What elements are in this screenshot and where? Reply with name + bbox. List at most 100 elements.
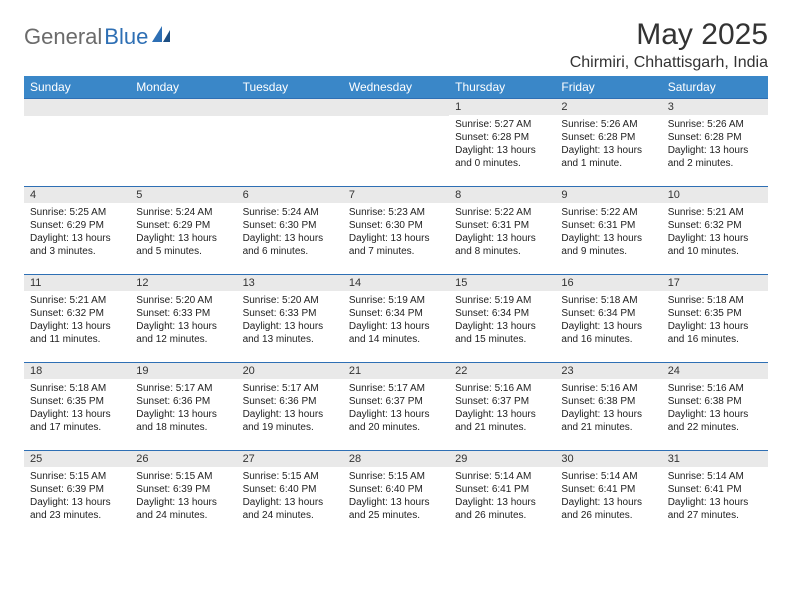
logo-sail-icon	[152, 26, 172, 49]
day-details: Sunrise: 5:19 AMSunset: 6:34 PMDaylight:…	[343, 291, 449, 350]
day-number: 21	[343, 362, 449, 379]
day-details: Sunrise: 5:15 AMSunset: 6:39 PMDaylight:…	[130, 467, 236, 526]
day-details: Sunrise: 5:19 AMSunset: 6:34 PMDaylight:…	[449, 291, 555, 350]
calendar-cell: 23Sunrise: 5:16 AMSunset: 6:38 PMDayligh…	[555, 362, 661, 450]
day-detail-line: and 26 minutes.	[455, 509, 549, 522]
day-detail-line: Sunrise: 5:17 AM	[136, 382, 230, 395]
day-band-blank	[343, 98, 449, 116]
day-details: Sunrise: 5:14 AMSunset: 6:41 PMDaylight:…	[449, 467, 555, 526]
day-detail-line: Sunrise: 5:14 AM	[668, 470, 762, 483]
day-detail-line: Sunrise: 5:26 AM	[668, 118, 762, 131]
day-detail-line: Daylight: 13 hours	[668, 408, 762, 421]
day-header: Friday	[555, 76, 661, 98]
day-detail-line: Sunset: 6:36 PM	[243, 395, 337, 408]
day-detail-line: Sunset: 6:30 PM	[349, 219, 443, 232]
day-detail-line: Daylight: 13 hours	[561, 232, 655, 245]
day-number: 2	[555, 98, 661, 115]
day-number: 28	[343, 450, 449, 467]
day-detail-line: Sunrise: 5:21 AM	[30, 294, 124, 307]
calendar-cell: 13Sunrise: 5:20 AMSunset: 6:33 PMDayligh…	[237, 274, 343, 362]
day-detail-line: and 21 minutes.	[561, 421, 655, 434]
day-details: Sunrise: 5:16 AMSunset: 6:37 PMDaylight:…	[449, 379, 555, 438]
day-detail-line: Daylight: 13 hours	[30, 408, 124, 421]
day-detail-line: Daylight: 13 hours	[30, 320, 124, 333]
day-number: 26	[130, 450, 236, 467]
day-number: 9	[555, 186, 661, 203]
calendar-week: 1Sunrise: 5:27 AMSunset: 6:28 PMDaylight…	[24, 98, 768, 186]
day-detail-line: Sunrise: 5:22 AM	[561, 206, 655, 219]
day-number: 11	[24, 274, 130, 291]
day-detail-line: Daylight: 13 hours	[455, 320, 549, 333]
day-detail-line: Sunset: 6:35 PM	[668, 307, 762, 320]
day-detail-line: Sunrise: 5:23 AM	[349, 206, 443, 219]
day-number: 18	[24, 362, 130, 379]
day-details: Sunrise: 5:25 AMSunset: 6:29 PMDaylight:…	[24, 203, 130, 262]
calendar-cell: 7Sunrise: 5:23 AMSunset: 6:30 PMDaylight…	[343, 186, 449, 274]
day-detail-line: Daylight: 13 hours	[243, 496, 337, 509]
day-detail-line: and 11 minutes.	[30, 333, 124, 346]
day-number: 19	[130, 362, 236, 379]
calendar-week: 25Sunrise: 5:15 AMSunset: 6:39 PMDayligh…	[24, 450, 768, 538]
day-detail-line: and 26 minutes.	[561, 509, 655, 522]
day-detail-line: and 20 minutes.	[349, 421, 443, 434]
calendar-cell: 3Sunrise: 5:26 AMSunset: 6:28 PMDaylight…	[662, 98, 768, 186]
day-detail-line: Daylight: 13 hours	[136, 408, 230, 421]
day-detail-line: and 7 minutes.	[349, 245, 443, 258]
day-header: Saturday	[662, 76, 768, 98]
day-detail-line: and 1 minute.	[561, 157, 655, 170]
day-detail-line: and 16 minutes.	[561, 333, 655, 346]
day-detail-line: and 0 minutes.	[455, 157, 549, 170]
header: GeneralBlue May 2025 Chirmiri, Chhattisg…	[24, 18, 768, 72]
day-detail-line: Sunset: 6:31 PM	[561, 219, 655, 232]
day-detail-line: Sunrise: 5:14 AM	[561, 470, 655, 483]
day-detail-line: Sunrise: 5:20 AM	[136, 294, 230, 307]
day-detail-line: Sunset: 6:36 PM	[136, 395, 230, 408]
day-details: Sunrise: 5:23 AMSunset: 6:30 PMDaylight:…	[343, 203, 449, 262]
day-detail-line: Sunrise: 5:20 AM	[243, 294, 337, 307]
day-detail-line: Daylight: 13 hours	[455, 408, 549, 421]
day-detail-line: Sunset: 6:39 PM	[136, 483, 230, 496]
day-number: 8	[449, 186, 555, 203]
calendar-cell: 1Sunrise: 5:27 AMSunset: 6:28 PMDaylight…	[449, 98, 555, 186]
day-detail-line: Sunset: 6:39 PM	[30, 483, 124, 496]
calendar-cell: 30Sunrise: 5:14 AMSunset: 6:41 PMDayligh…	[555, 450, 661, 538]
day-number: 20	[237, 362, 343, 379]
calendar-cell: 14Sunrise: 5:19 AMSunset: 6:34 PMDayligh…	[343, 274, 449, 362]
calendar-cell: 24Sunrise: 5:16 AMSunset: 6:38 PMDayligh…	[662, 362, 768, 450]
day-number: 31	[662, 450, 768, 467]
day-detail-line: Daylight: 13 hours	[30, 232, 124, 245]
day-detail-line: Sunrise: 5:16 AM	[668, 382, 762, 395]
day-number: 12	[130, 274, 236, 291]
day-detail-line: Sunrise: 5:15 AM	[30, 470, 124, 483]
day-detail-line: Sunset: 6:34 PM	[349, 307, 443, 320]
day-detail-line: Sunrise: 5:16 AM	[455, 382, 549, 395]
logo-text-blue: Blue	[104, 24, 148, 50]
day-number: 13	[237, 274, 343, 291]
logo: GeneralBlue	[24, 18, 172, 50]
day-number: 14	[343, 274, 449, 291]
day-detail-line: Sunset: 6:29 PM	[30, 219, 124, 232]
day-detail-line: Sunset: 6:41 PM	[561, 483, 655, 496]
day-detail-line: Sunrise: 5:24 AM	[136, 206, 230, 219]
calendar-cell: 29Sunrise: 5:14 AMSunset: 6:41 PMDayligh…	[449, 450, 555, 538]
calendar-cell: 5Sunrise: 5:24 AMSunset: 6:29 PMDaylight…	[130, 186, 236, 274]
day-detail-line: and 14 minutes.	[349, 333, 443, 346]
day-detail-line: Daylight: 13 hours	[136, 496, 230, 509]
day-detail-line: Sunrise: 5:25 AM	[30, 206, 124, 219]
day-details: Sunrise: 5:17 AMSunset: 6:36 PMDaylight:…	[130, 379, 236, 438]
day-details: Sunrise: 5:24 AMSunset: 6:29 PMDaylight:…	[130, 203, 236, 262]
day-detail-line: Sunrise: 5:24 AM	[243, 206, 337, 219]
day-detail-line: Sunset: 6:41 PM	[455, 483, 549, 496]
day-details: Sunrise: 5:24 AMSunset: 6:30 PMDaylight:…	[237, 203, 343, 262]
day-detail-line: Sunset: 6:33 PM	[136, 307, 230, 320]
calendar-week: 18Sunrise: 5:18 AMSunset: 6:35 PMDayligh…	[24, 362, 768, 450]
day-number: 24	[662, 362, 768, 379]
day-number: 1	[449, 98, 555, 115]
day-number: 29	[449, 450, 555, 467]
day-details: Sunrise: 5:21 AMSunset: 6:32 PMDaylight:…	[24, 291, 130, 350]
day-detail-line: and 10 minutes.	[668, 245, 762, 258]
day-detail-line: Daylight: 13 hours	[349, 320, 443, 333]
day-detail-line: and 3 minutes.	[30, 245, 124, 258]
day-detail-line: and 25 minutes.	[349, 509, 443, 522]
day-number: 7	[343, 186, 449, 203]
